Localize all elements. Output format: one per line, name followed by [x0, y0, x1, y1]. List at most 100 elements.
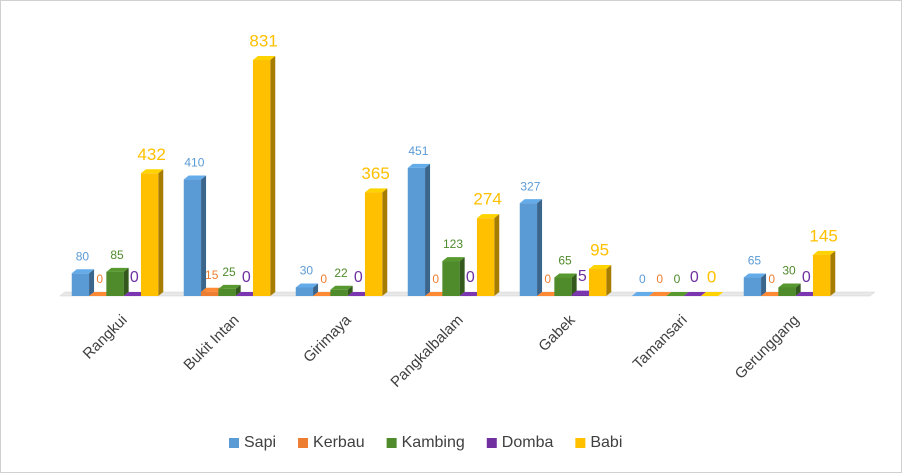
- bar: [476, 218, 495, 296]
- bar-side: [347, 285, 353, 296]
- bar-top: [588, 265, 612, 270]
- bar-top: [364, 188, 388, 193]
- data-label: 30: [300, 264, 314, 278]
- data-label: 0: [802, 269, 811, 286]
- bar-top: [778, 283, 801, 288]
- bar: [519, 203, 538, 296]
- bar: [364, 192, 383, 296]
- bar-top: [631, 292, 655, 296]
- data-label: 65: [558, 254, 572, 268]
- bar: [407, 167, 426, 296]
- legend-swatch: [229, 438, 239, 448]
- bar-top: [218, 284, 241, 289]
- bar-top: [347, 292, 370, 296]
- data-label: 25: [222, 265, 236, 279]
- bar-side: [795, 283, 801, 296]
- bar-side: [459, 257, 465, 296]
- data-label: 0: [130, 269, 139, 286]
- legend-swatch: [386, 438, 397, 448]
- data-label: 123: [443, 237, 463, 251]
- bar: [218, 288, 236, 296]
- data-label: 0: [639, 272, 646, 286]
- data-label: 5: [578, 268, 587, 285]
- data-label: 0: [242, 269, 251, 286]
- data-label: 85: [110, 248, 124, 262]
- data-label: 80: [76, 249, 90, 263]
- data-label: 451: [408, 144, 428, 158]
- bar-top: [295, 283, 319, 288]
- bar-top: [795, 292, 818, 296]
- legend-label: Domba: [502, 434, 554, 451]
- bar-top: [571, 290, 594, 295]
- data-label: 432: [137, 145, 165, 164]
- bar-top: [666, 292, 689, 296]
- data-label: 0: [690, 269, 699, 286]
- data-label: 22: [334, 266, 348, 280]
- bar-top: [140, 169, 164, 174]
- bar-top: [235, 292, 258, 296]
- bar-side: [494, 214, 500, 296]
- bar: [743, 277, 762, 296]
- bar-top: [459, 292, 482, 296]
- data-label: 831: [249, 31, 277, 50]
- bar: [812, 254, 831, 296]
- bar-side: [235, 284, 241, 296]
- bar-side: [571, 273, 577, 296]
- legend-swatch: [486, 438, 497, 448]
- bar: [106, 271, 124, 296]
- bar-top: [683, 292, 706, 296]
- bar-side: [158, 169, 164, 296]
- data-label: 0: [674, 272, 681, 286]
- legend-swatch: [575, 438, 586, 448]
- bar: [588, 269, 607, 296]
- bar-side: [425, 163, 431, 296]
- data-label: 95: [590, 241, 609, 260]
- legend-label: Kerbau: [313, 434, 365, 451]
- bar-side: [123, 267, 129, 296]
- bar-top: [313, 292, 336, 296]
- data-label: 0: [96, 272, 103, 286]
- bar-top: [183, 175, 207, 180]
- legend: Sapi Kerbau Kambing Domba Babi: [229, 434, 622, 451]
- data-label: 274: [473, 190, 501, 209]
- data-label: 65: [748, 254, 762, 268]
- bar: [252, 59, 271, 296]
- bar-top: [89, 292, 112, 296]
- bar-top: [476, 214, 500, 219]
- bar-top: [812, 250, 836, 255]
- bar-side: [270, 55, 276, 296]
- data-label: 327: [520, 179, 540, 193]
- legend-label: Sapi: [244, 434, 276, 451]
- bar-side: [830, 250, 836, 296]
- bar-top: [442, 257, 465, 262]
- data-label: 15: [205, 268, 219, 282]
- bar-top: [761, 292, 784, 296]
- bar: [554, 277, 572, 296]
- bar-top: [649, 292, 672, 296]
- bar-top: [106, 267, 129, 272]
- bar-top: [71, 269, 95, 274]
- bar-top: [519, 199, 543, 204]
- data-label: 0: [544, 272, 551, 286]
- data-label: 410: [184, 156, 204, 170]
- data-label: 0: [466, 269, 475, 286]
- bar: [330, 289, 348, 296]
- data-label: 0: [768, 272, 775, 286]
- bar-side: [606, 265, 612, 296]
- bar-side: [313, 283, 319, 296]
- bar: [442, 261, 460, 296]
- bar-top: [537, 292, 560, 296]
- bar: [778, 287, 796, 296]
- legend-label: Babi: [590, 434, 622, 451]
- bar-side: [201, 175, 207, 296]
- legend-label: Kambing: [402, 434, 465, 451]
- bar-top: [201, 287, 224, 292]
- bar-side: [761, 273, 767, 296]
- bar-top: [123, 292, 146, 296]
- data-label: 0: [656, 272, 663, 286]
- bar-top: [252, 55, 276, 60]
- data-label: 365: [361, 164, 389, 183]
- data-label: 0: [320, 272, 327, 286]
- bar-top: [554, 273, 577, 278]
- bar: [140, 173, 159, 296]
